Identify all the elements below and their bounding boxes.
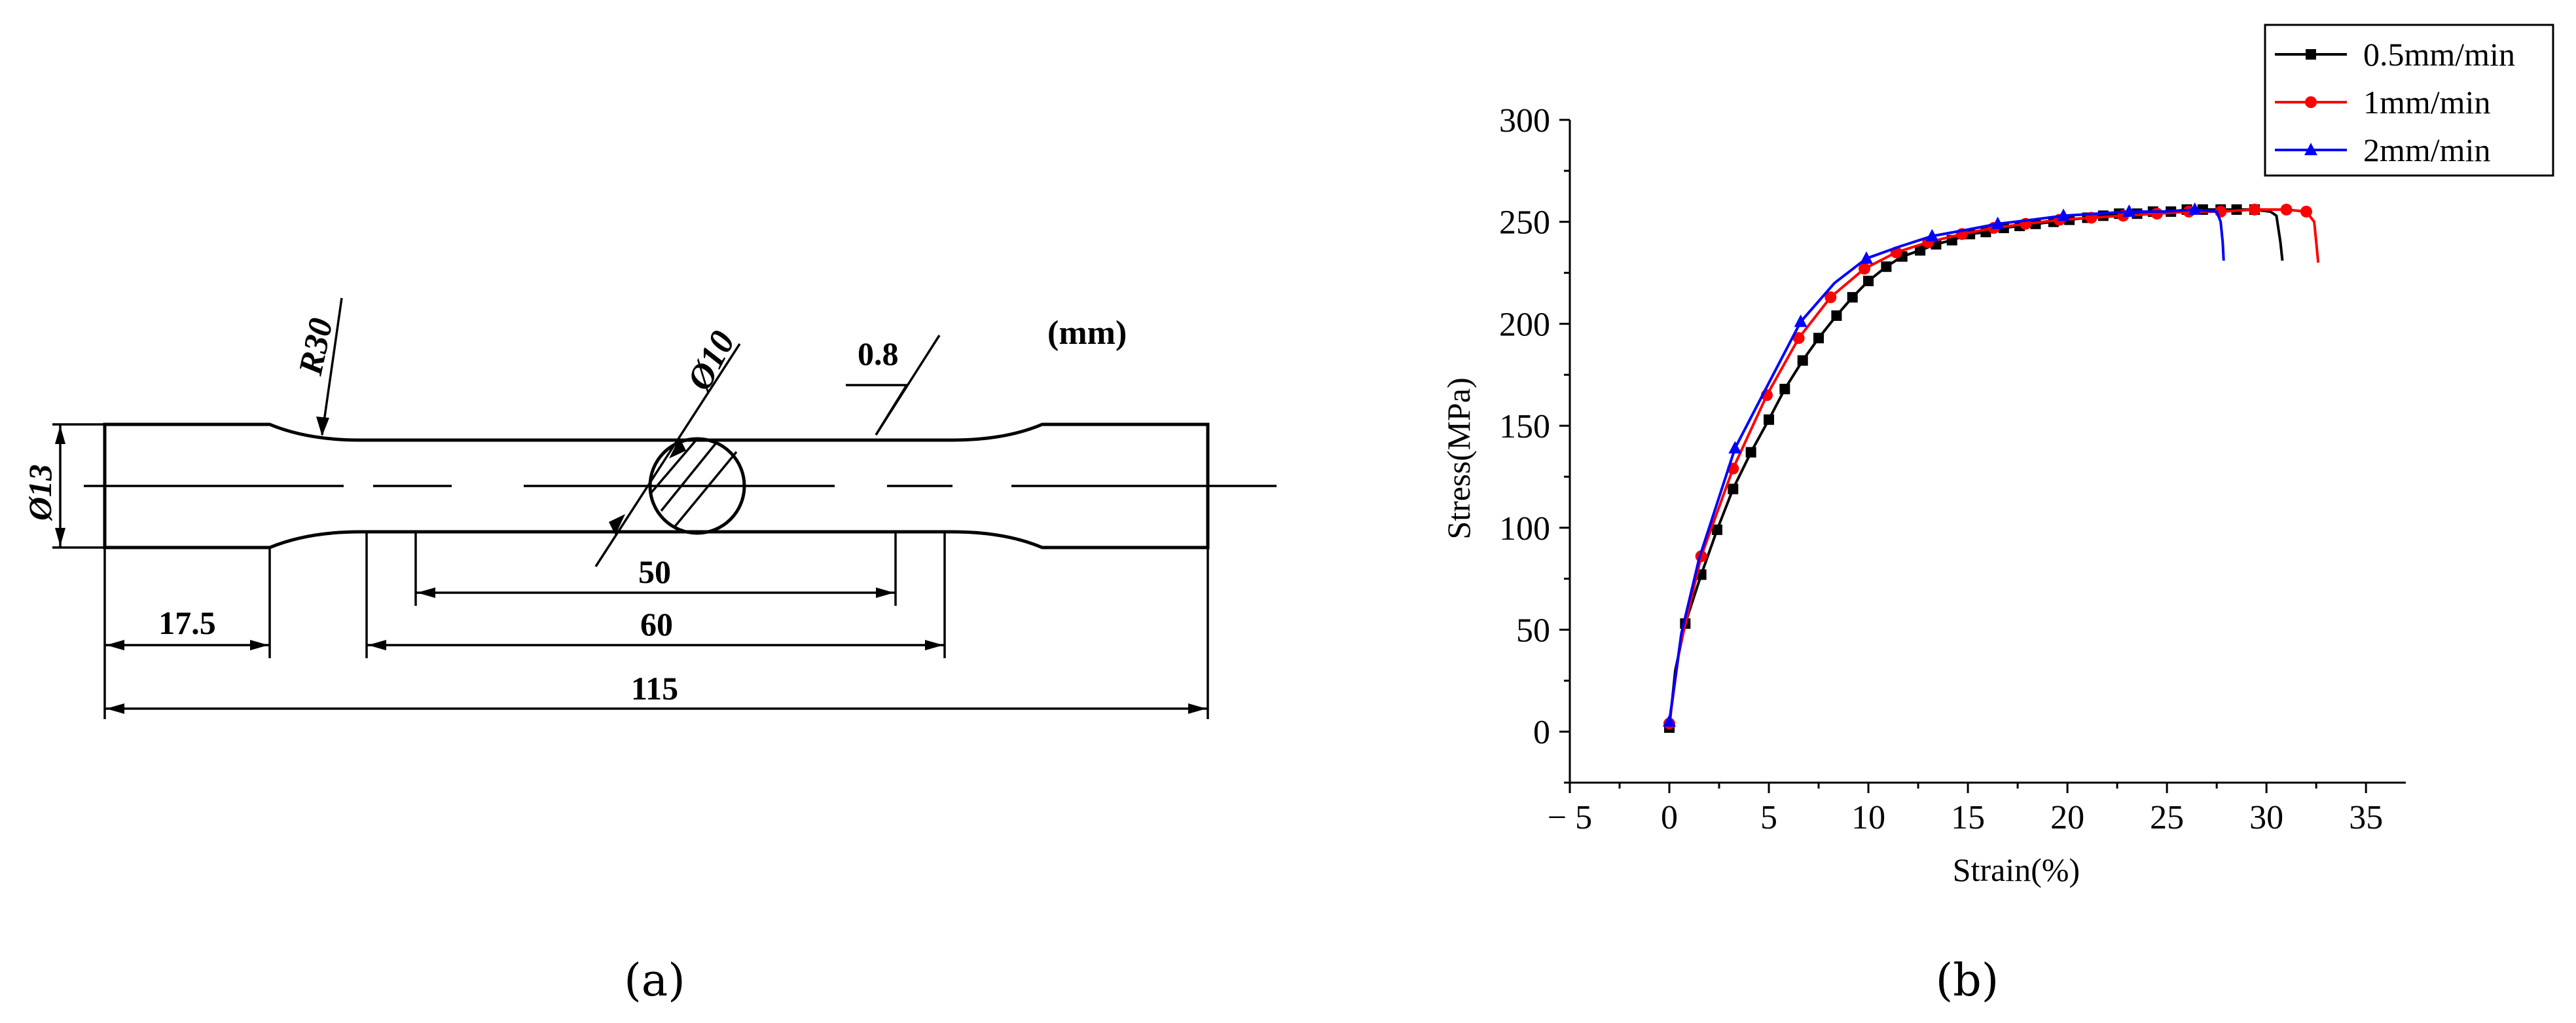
- radius-leader: [321, 297, 343, 436]
- x-tick-label: 0: [1661, 799, 1678, 836]
- diameter-center-label: Ø10: [679, 324, 743, 398]
- series-line: [1668, 208, 2320, 724]
- data-point: [1711, 524, 1722, 535]
- data-point: [1863, 275, 1874, 286]
- x-axis-title: Strain(%): [1953, 851, 2080, 888]
- figure-b-caption: (b): [1936, 955, 1999, 1007]
- data-point: [1813, 333, 1824, 344]
- radius-arrow: [316, 417, 329, 436]
- dim-arrow: [417, 587, 435, 598]
- chart-series: [1663, 202, 2320, 733]
- data-point: [1915, 245, 1926, 256]
- data-point: [1858, 263, 1870, 275]
- dim-arrow: [55, 528, 65, 546]
- dim-arrow: [55, 426, 65, 444]
- diameter-arrow: [609, 514, 625, 535]
- data-point: [2188, 202, 2202, 215]
- legend-label: 2mm/min: [2363, 132, 2490, 168]
- chart-axes: − 5 0 5 10 15 20 25 30 35 0 50 100 150 200 250 300: [1499, 102, 2406, 836]
- figure-b-panel: − 5 0 5 10 15 20 25 30 35 0 50 100 150 200 250 300 0.5m…: [1342, 0, 2576, 1020]
- y-tick-label: 250: [1499, 204, 1550, 242]
- legend-label: 0.5mm/min: [2363, 36, 2515, 73]
- data-point: [1860, 251, 1874, 264]
- dim-arrow: [250, 640, 268, 650]
- data-point: [1728, 483, 1739, 494]
- x-tick-label: 15: [1951, 799, 1985, 836]
- data-point: [2248, 204, 2260, 216]
- data-point: [2150, 208, 2163, 220]
- x-tick-label: 35: [2349, 799, 2383, 836]
- hatch-line: [660, 441, 718, 512]
- data-point: [2122, 204, 2136, 217]
- legend-marker: [2304, 143, 2317, 155]
- y-tick-label: 0: [1533, 714, 1550, 751]
- series-line: [1668, 208, 2225, 722]
- reduced-length-label: 60: [640, 606, 673, 642]
- dim-arrow: [106, 703, 124, 714]
- legend-marker: [2306, 49, 2316, 60]
- x-tick-label: 5: [1760, 799, 1777, 836]
- hatch-line: [673, 451, 738, 529]
- y-tick-label: 300: [1499, 102, 1550, 140]
- data-point: [1794, 314, 1807, 327]
- data-point: [1764, 414, 1775, 425]
- series-line: [1668, 208, 2284, 728]
- data-point: [1991, 216, 2005, 229]
- data-point: [1745, 447, 1756, 458]
- hatch-line: [650, 437, 698, 494]
- data-point: [2280, 204, 2293, 216]
- dim-arrow: [876, 587, 894, 598]
- data-point: [2057, 208, 2071, 221]
- specimen-drawing: Ø10 R30 0.8 (mm) Ø13 50 60: [22, 297, 1277, 1007]
- data-point: [1847, 291, 1858, 303]
- dim-arrow: [1188, 703, 1206, 714]
- chart-legend: 0.5mm/min 1mm/min 2mm/min: [2264, 24, 2554, 177]
- x-tick-label: 30: [2249, 799, 2283, 836]
- legend-marker: [2305, 96, 2317, 108]
- data-point: [1881, 261, 1892, 272]
- x-tick-label: 20: [2050, 799, 2084, 836]
- dim-arrow: [368, 640, 386, 650]
- figure-a-panel: Ø10 R30 0.8 (mm) Ø13 50 60: [22, 297, 1277, 1007]
- total-length-label: 115: [631, 670, 678, 707]
- data-point: [1797, 355, 1808, 366]
- data-point: [1792, 332, 1805, 344]
- x-tick-label: − 5: [1548, 799, 1592, 836]
- y-tick-label: 50: [1516, 612, 1550, 649]
- y-tick-label: 200: [1499, 306, 1550, 343]
- roughness-symbol: [846, 335, 941, 436]
- y-axis-title: Stress(MPa): [1440, 377, 1477, 539]
- data-point: [1824, 291, 1837, 303]
- grip-length-label: 17.5: [158, 604, 216, 641]
- data-point: [1779, 384, 1790, 395]
- series-square: [1664, 204, 2284, 733]
- roughness-label: 0.8: [858, 335, 899, 372]
- legend-label: 1mm/min: [2363, 84, 2490, 121]
- diameter-end-label: Ø13: [22, 464, 58, 521]
- figure-a-caption: (a): [624, 955, 685, 1007]
- y-tick-label: 150: [1499, 408, 1550, 445]
- data-point: [1663, 714, 1677, 727]
- x-tick-label: 10: [1851, 799, 1885, 836]
- dim-arrow: [925, 640, 943, 650]
- diameter-arrow: [669, 437, 686, 458]
- unit-label: (mm): [1047, 314, 1127, 352]
- radius-label: R30: [292, 315, 340, 379]
- y-tick-label: 100: [1499, 510, 1550, 548]
- data-point: [1831, 310, 1842, 321]
- stress-strain-chart: − 5 0 5 10 15 20 25 30 35 0 50 100 150 200 250 300 0.5m…: [1440, 24, 2554, 1007]
- series-circle: [1663, 204, 2320, 730]
- dim-arrow: [106, 640, 124, 650]
- diameter-leader: [594, 343, 741, 567]
- gauge-length-label: 50: [638, 553, 671, 590]
- x-tick-label: 25: [2150, 799, 2184, 836]
- data-point: [2300, 206, 2312, 218]
- series-triangle: [1663, 202, 2225, 727]
- data-point: [1728, 441, 1742, 454]
- data-point: [1925, 229, 1939, 242]
